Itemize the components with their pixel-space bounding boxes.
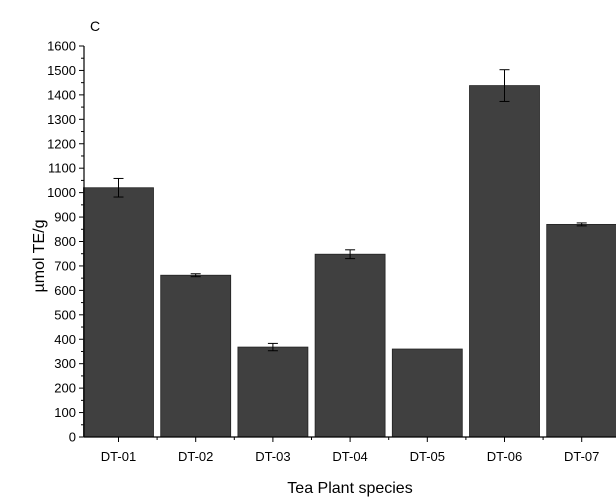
y-axis-ticks: 0 100 200 300 400 500 600 700 800 900 1000 1100 1200… (47, 39, 84, 445)
axes (83, 46, 616, 438)
y-tick-label: 0 (69, 430, 76, 445)
y-tick-label: 1100 (48, 161, 76, 176)
y-tick-label: 200 (54, 381, 76, 396)
y-axis-title: µmol TE/g (31, 220, 48, 293)
y-tick-label: 1600 (47, 39, 76, 54)
error-bars (113, 69, 587, 352)
x-tick-label: DT-03 (255, 449, 290, 464)
bar-dt-05 (391, 348, 463, 438)
y-tick-label: 700 (54, 258, 76, 273)
bar-dt-02 (160, 274, 232, 438)
x-axis-title: Tea Plant species (287, 480, 412, 497)
bar-dt-07 (546, 223, 616, 438)
y-tick-label: 100 (54, 405, 76, 420)
x-axis-ticks: DT-01 DT-02 DT-03 DT-04 DT-05 DT-06 DT-07 (101, 437, 599, 464)
y-tick-label: 1500 (47, 63, 76, 78)
y-tick-label: 1300 (47, 112, 76, 127)
bar-dt-03 (237, 346, 309, 438)
x-tick-label: DT-01 (101, 449, 136, 464)
bar-dt-04 (314, 253, 386, 438)
x-tick-label: DT-05 (410, 449, 445, 464)
y-tick-label: 1200 (47, 136, 76, 151)
x-tick-label: DT-02 (178, 449, 213, 464)
bars (83, 85, 616, 438)
y-tick-label: 300 (54, 356, 76, 371)
y-tick-label: 400 (54, 332, 76, 347)
bar-dt-01 (83, 187, 154, 438)
y-tick-label: 600 (54, 283, 76, 298)
y-tick-label: 800 (54, 234, 76, 249)
y-tick-label: 500 (54, 307, 76, 322)
x-tick-label: DT-07 (564, 449, 599, 464)
x-tick-label: DT-04 (332, 449, 367, 464)
panel-label: C (90, 18, 100, 34)
x-tick-label: DT-06 (487, 449, 522, 464)
y-tick-label: 900 (54, 210, 76, 225)
y-tick-label: 1000 (47, 185, 76, 200)
bar-dt-06 (469, 85, 540, 438)
y-tick-label: 1400 (47, 87, 76, 102)
